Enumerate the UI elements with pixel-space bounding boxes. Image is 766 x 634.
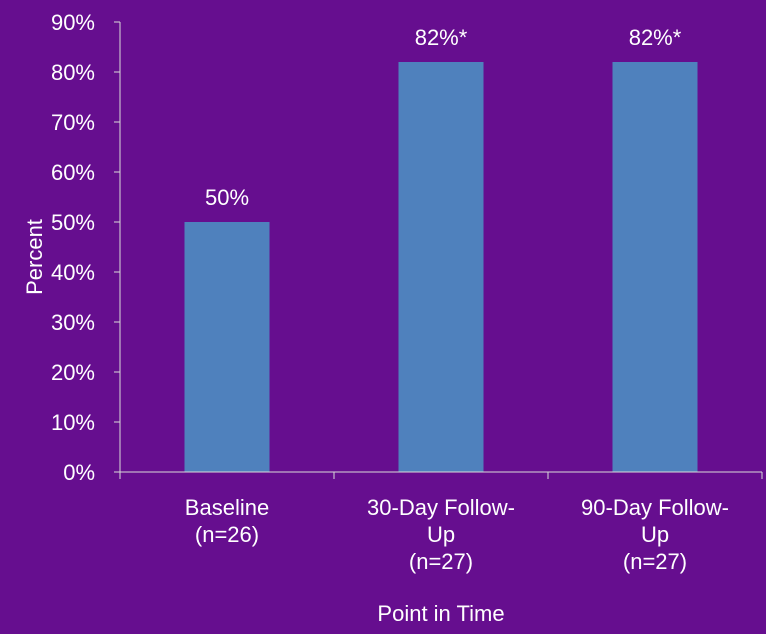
bar <box>612 62 698 472</box>
bar-data-labels: 50% 82%* 82%* <box>205 25 682 210</box>
bar <box>398 62 484 472</box>
y-axis-title: Percent <box>22 219 47 295</box>
bar-data-label: 82%* <box>629 25 682 50</box>
y-tick-label: 60% <box>51 160 95 185</box>
bar <box>184 222 270 472</box>
x-category-label: 30-Day Follow- <box>367 495 515 520</box>
bars <box>184 62 698 472</box>
y-tick-label: 40% <box>51 260 95 285</box>
y-tick-label: 70% <box>51 110 95 135</box>
y-tick-label: 90% <box>51 10 95 35</box>
x-category-label: 90-Day Follow- <box>581 495 729 520</box>
bar-data-label: 50% <box>205 185 249 210</box>
y-tick-label: 10% <box>51 410 95 435</box>
y-tick-label: 50% <box>51 210 95 235</box>
x-category-label: (n=27) <box>409 549 473 574</box>
x-category-label: (n=27) <box>623 549 687 574</box>
x-category-label: Up <box>641 522 669 547</box>
x-category-label: Baseline <box>185 495 269 520</box>
y-tick-label: 30% <box>51 310 95 335</box>
x-axis-ticks <box>119 472 763 479</box>
x-category-labels: Baseline(n=26)30-Day Follow-Up(n=27)90-D… <box>185 495 729 574</box>
x-category-label: (n=26) <box>195 522 259 547</box>
x-axis-title: Point in Time <box>377 601 504 626</box>
y-tick-label: 80% <box>51 60 95 85</box>
y-tick-label: 20% <box>51 360 95 385</box>
y-axis-ticks: 0% 10% 20% 30% 40% 50% 60% 70% 80% 90% <box>51 10 120 485</box>
y-tick-label: 0% <box>63 460 95 485</box>
bar-data-label: 82%* <box>415 25 468 50</box>
x-category-label: Up <box>427 522 455 547</box>
